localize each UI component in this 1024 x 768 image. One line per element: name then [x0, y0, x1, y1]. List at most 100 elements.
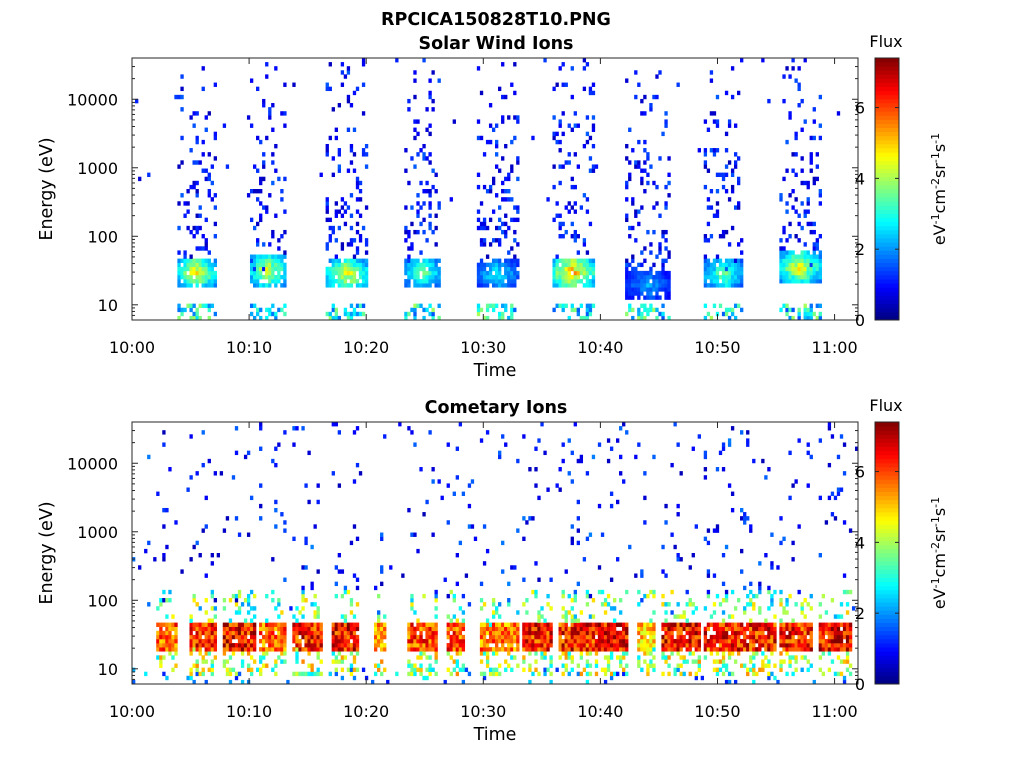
heatmap-cell: [310, 667, 314, 673]
heatmap-cell: [310, 643, 314, 648]
heatmap-cell: [770, 602, 774, 607]
heatmap-cell: [625, 638, 629, 644]
heatmap-cell: [522, 638, 526, 644]
heatmap-cell: [649, 103, 653, 108]
heatmap-cell: [476, 303, 481, 309]
heatmap-cell: [458, 667, 463, 673]
heatmap-cell: [522, 602, 526, 607]
heatmap-cell: [709, 614, 714, 619]
heatmap-cell: [482, 602, 487, 607]
heatmap-cell: [410, 532, 414, 537]
heatmap-cell: [455, 663, 459, 668]
heatmap-cell: [721, 172, 726, 178]
heatmap-cell: [830, 491, 835, 496]
heatmap-cell: [727, 483, 732, 488]
heatmap-cell: [585, 671, 590, 677]
heatmap-cell: [540, 638, 544, 644]
heatmap-cell: [334, 643, 338, 648]
heatmap-cell: [715, 622, 720, 627]
heatmap-cell: [773, 675, 777, 681]
heatmap-cell: [292, 626, 296, 632]
heatmap-cell: [661, 303, 665, 309]
y-tick-label: 100: [87, 227, 118, 246]
heatmap-cell: [253, 283, 257, 288]
heatmap-cell: [528, 634, 532, 640]
heatmap-cell: [664, 201, 668, 206]
heatmap-cell: [685, 647, 689, 652]
heatmap-cell: [631, 291, 635, 296]
heatmap-cell: [594, 663, 599, 668]
heatmap-cell: [352, 573, 357, 578]
heatmap-cell: [773, 638, 777, 644]
heatmap-cell: [428, 221, 432, 227]
heatmap-cell: [410, 647, 414, 652]
heatmap-cell: [643, 246, 647, 251]
heatmap-cell: [573, 598, 577, 603]
heatmap-cell: [340, 246, 345, 251]
heatmap-cell: [522, 626, 526, 632]
heatmap-cell: [703, 262, 708, 268]
heatmap-cell: [522, 577, 526, 582]
heatmap-cell: [703, 655, 708, 660]
heatmap-cell: [213, 234, 217, 239]
heatmap-cell: [177, 94, 181, 100]
heatmap-cell: [833, 634, 838, 640]
heatmap-cell: [794, 131, 798, 137]
heatmap-cell: [482, 647, 487, 652]
heatmap-cell: [767, 622, 771, 627]
heatmap-cell: [558, 164, 562, 169]
heatmap-cell: [782, 74, 786, 79]
heatmap-cell: [806, 307, 810, 313]
heatmap-cell: [609, 626, 614, 632]
heatmap-cell: [358, 197, 363, 202]
heatmap-cell: [809, 622, 813, 627]
heatmap-cell: [594, 630, 599, 636]
heatmap-cell: [643, 258, 647, 263]
heatmap-cell: [549, 643, 553, 648]
heatmap-cell: [256, 168, 260, 173]
heatmap-cell: [588, 270, 593, 276]
colorbar-segment: [875, 66, 899, 71]
heatmap-cell: [573, 622, 577, 627]
heatmap-cell: [616, 557, 620, 562]
heatmap-cell: [249, 270, 254, 276]
heatmap-cell: [231, 667, 236, 673]
heatmap-cell: [337, 270, 342, 276]
colorbar-label: eV-1cm-2sr-1s-1: [929, 133, 949, 245]
heatmap-cell: [407, 274, 411, 280]
heatmap-cell: [313, 626, 317, 632]
colorbar-segment: [875, 164, 899, 169]
heatmap-cell: [195, 139, 199, 145]
heatmap-cell: [761, 651, 765, 656]
heatmap-cell: [316, 647, 320, 652]
colorbar-segment: [875, 495, 899, 501]
heatmap-cell: [564, 266, 568, 272]
heatmap-cell: [174, 94, 178, 100]
heatmap-cell: [591, 634, 596, 640]
heatmap-cell: [198, 634, 202, 640]
heatmap-cell: [337, 258, 342, 263]
heatmap-cell: [283, 647, 287, 652]
heatmap-cell: [343, 626, 348, 632]
heatmap-cell: [498, 266, 502, 272]
heatmap-cell: [485, 655, 490, 660]
heatmap-cell: [721, 659, 726, 664]
heatmap-cell: [425, 283, 429, 288]
heatmap-cell: [709, 274, 714, 280]
heatmap-cell: [364, 283, 369, 288]
heatmap-cell: [510, 274, 514, 280]
heatmap-cell: [561, 442, 565, 447]
heatmap-cell: [268, 258, 272, 263]
heatmap-cell: [567, 160, 571, 165]
heatmap-cell: [667, 622, 671, 627]
heatmap-cell: [688, 651, 692, 656]
heatmap-cell: [243, 618, 248, 623]
heatmap-cell: [416, 647, 420, 652]
heatmap-cell: [673, 647, 677, 652]
heatmap-cell: [298, 630, 302, 636]
heatmap-cell: [210, 634, 214, 640]
heatmap-cell: [842, 622, 847, 627]
heatmap-cell: [664, 238, 668, 243]
heatmap-cell: [283, 274, 287, 280]
heatmap-cell: [836, 622, 841, 627]
